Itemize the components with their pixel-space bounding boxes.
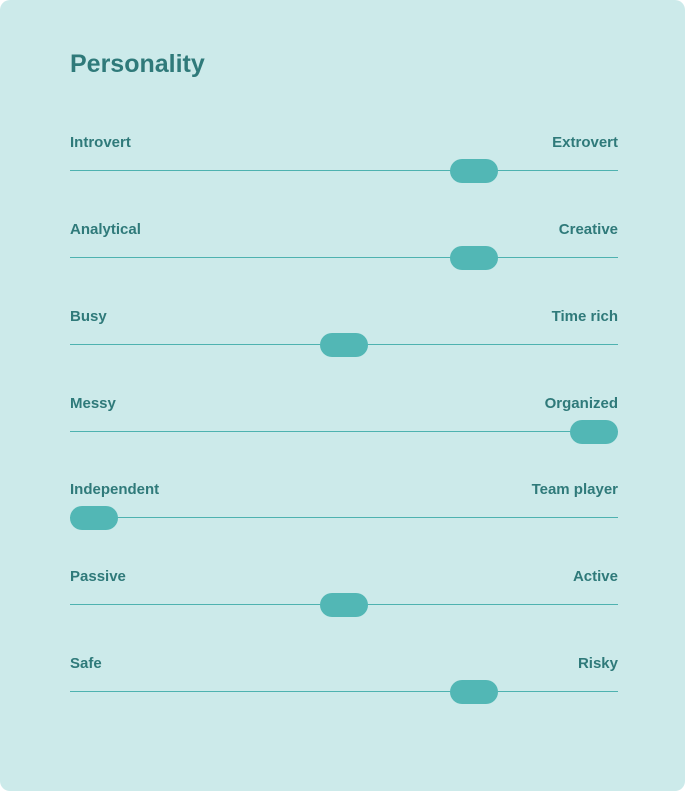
slider-track[interactable] [70,593,618,617]
slider-busy-time-rich: Busy Time rich [70,307,618,377]
slider-thumb[interactable] [70,506,118,530]
slider-track[interactable] [70,506,618,530]
slider-track-line [70,170,618,171]
slider-track[interactable] [70,333,618,357]
slider-track-line [70,257,618,258]
slider-left-label: Safe [70,655,102,672]
slider-safe-risky: Safe Risky [70,654,618,724]
slider-track-line [70,431,618,432]
slider-thumb[interactable] [450,246,498,270]
slider-track-line [70,517,618,518]
slider-analytical-creative: Analytical Creative [70,220,618,290]
slider-thumb[interactable] [320,593,368,617]
slider-right-label: Active [572,568,618,585]
slider-right-label: Team player [531,481,618,498]
slider-thumb[interactable] [570,420,618,444]
slider-left-label: Analytical [70,221,141,238]
slider-list: Introvert Extrovert Analytical Creative … [70,0,618,791]
section-title: Personality [70,50,205,78]
slider-track[interactable] [70,159,618,183]
slider-introvert-extrovert: Introvert Extrovert [70,133,618,203]
slider-thumb[interactable] [450,680,498,704]
slider-left-label: Busy [70,308,107,325]
slider-left-label: Messy [70,395,116,412]
slider-right-label: Time rich [551,308,618,325]
slider-passive-active: Passive Active [70,567,618,637]
slider-right-label: Extrovert [552,134,618,151]
slider-thumb[interactable] [320,333,368,357]
slider-right-label: Risky [577,655,618,672]
slider-right-label: Creative [558,221,618,238]
slider-right-label: Organized [544,395,618,412]
slider-thumb[interactable] [450,159,498,183]
slider-messy-organized: Messy Organized [70,394,618,464]
slider-left-label: Independent [70,481,160,498]
slider-track[interactable] [70,420,618,444]
slider-track-line [70,691,618,692]
slider-track[interactable] [70,246,618,270]
slider-left-label: Introvert [70,134,131,151]
slider-track[interactable] [70,680,618,704]
slider-left-label: Passive [70,568,126,585]
slider-independent-team-player: Independent Team player [70,480,618,550]
